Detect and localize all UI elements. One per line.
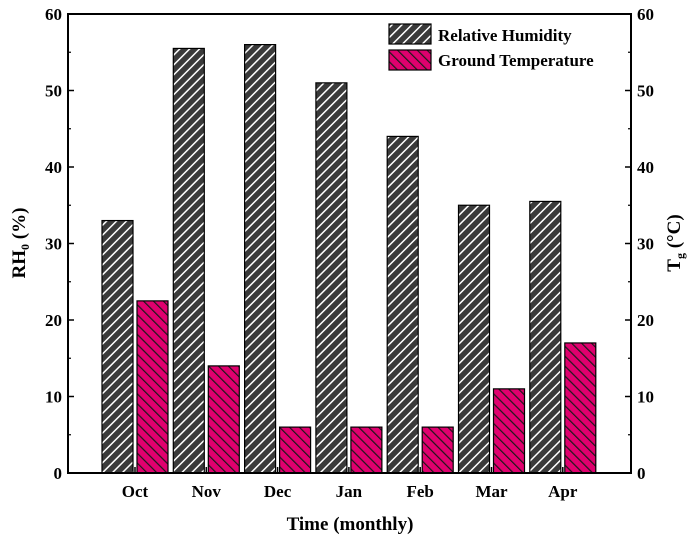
y-tick-label-10: 10: [45, 388, 62, 407]
y-tick-label-40: 40: [45, 158, 62, 177]
bar-relative-humidity-mar: [457, 204, 491, 474]
bar-ground-temperature-oct: [136, 300, 169, 474]
y2-tick-label-60: 60: [637, 5, 654, 24]
bar-relative-humidity-apr: [529, 200, 562, 474]
legend-label-ground-temperature: Ground Temperature: [438, 51, 594, 70]
x-tick-label-oct: Oct: [122, 482, 149, 501]
y-axis-title-unit: (%): [9, 208, 30, 244]
x-tick-label-feb: Feb: [407, 482, 434, 501]
y-axis-title-sub: 0: [18, 244, 32, 250]
bar-ground-temperature-dec: [279, 426, 312, 474]
y-tick-label-60: 60: [45, 5, 62, 24]
y-axis-title-main: RH: [9, 250, 30, 279]
y2-tick-label-50: 50: [637, 82, 654, 101]
bar-ground-temperature-apr: [564, 342, 597, 474]
legend: Relative Humidity Ground Temperature: [388, 23, 594, 71]
y2-axis-title: Tg (°C): [664, 214, 687, 271]
y-tick-label-30: 30: [45, 235, 62, 254]
x-tick-label-dec: Dec: [264, 482, 292, 501]
x-tick-label-mar: Mar: [475, 482, 508, 501]
bar-relative-humidity-oct: [101, 219, 134, 474]
y-tick-label-0: 0: [54, 464, 63, 483]
y2-axis-title-main: T: [664, 259, 685, 272]
y2-tick-label-10: 10: [637, 388, 654, 407]
y2-tick-label-40: 40: [637, 158, 654, 177]
bar-ground-temperature-jan: [350, 426, 383, 474]
bar-relative-humidity-jan: [315, 82, 348, 474]
x-tick-label-jan: Jan: [336, 482, 363, 501]
x-axis-title: Time (monthly): [287, 514, 414, 535]
y2-axis-title-unit: (°C): [664, 214, 685, 253]
y-axis-title: RH0 (%): [9, 208, 32, 279]
y-tick-label-50: 50: [45, 82, 62, 101]
bar-relative-humidity-nov: [172, 47, 205, 474]
y2-tick-label-0: 0: [637, 464, 646, 483]
bar-relative-humidity-feb: [386, 135, 419, 474]
legend-swatch-ground-temperature: [388, 49, 432, 71]
y-tick-label-20: 20: [45, 311, 62, 330]
bar-ground-temperature-nov: [207, 365, 240, 474]
legend-swatch-relative-humidity: [388, 23, 432, 45]
tick-labels: Oct Nov Dec Jan Feb Mar Apr 0 10 20 30 40 50 60 0 10 20 3…: [45, 5, 654, 501]
bar-ground-temperature-mar: [492, 388, 526, 474]
x-tick-label-apr: Apr: [548, 482, 578, 501]
y2-tick-label-30: 30: [637, 235, 654, 254]
y2-axis-title-sub: g: [673, 253, 687, 259]
bar-relative-humidity-dec: [244, 43, 277, 474]
y2-tick-label-20: 20: [637, 311, 654, 330]
bar-ground-temperature-feb: [421, 426, 454, 474]
axis-ticks: [68, 13, 631, 474]
legend-label-relative-humidity: Relative Humidity: [438, 26, 572, 45]
bars: [101, 43, 597, 474]
x-tick-label-nov: Nov: [192, 482, 222, 501]
